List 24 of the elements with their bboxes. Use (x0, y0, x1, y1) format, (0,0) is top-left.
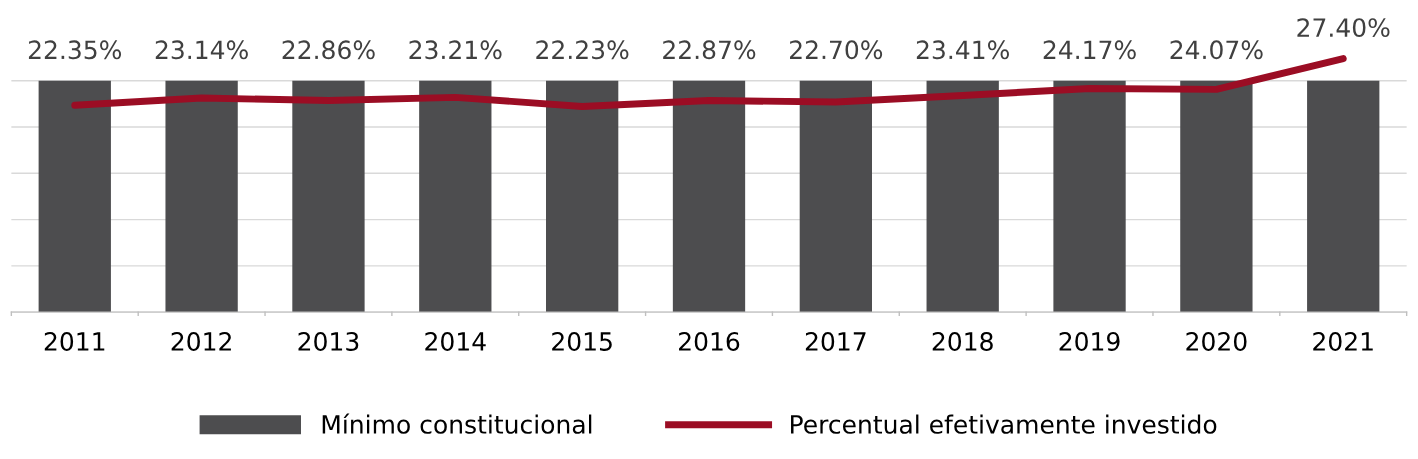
data-label: 22.86% (282, 40, 375, 60)
x-tick-label: 2019 (1059, 332, 1120, 351)
legend-label: Percentual efetivamente investido (791, 414, 1217, 434)
x-tick-label: 2021 (1313, 332, 1373, 351)
x-tick-label: 2018 (932, 332, 993, 351)
x-tick-label: 2014 (425, 332, 486, 351)
data-label: 22.70% (790, 40, 883, 60)
data-label: 22.23% (536, 40, 629, 60)
data-label: 23.41% (916, 40, 1009, 60)
data-label: 22.87% (663, 40, 756, 60)
x-tick-label: 2013 (298, 332, 359, 351)
x-tick-label: 2017 (805, 332, 866, 351)
data-label: 24.17% (1043, 40, 1136, 60)
data-label: 23.21% (409, 40, 502, 60)
legend-label: Mínimo constitucional (322, 413, 592, 434)
x-tick-label: 2015 (552, 332, 612, 351)
x-tick-label: 2012 (171, 332, 231, 351)
data-label: 24.07% (1170, 40, 1263, 60)
x-tick-label: 2011 (44, 332, 105, 351)
data-label: 23.14% (155, 40, 248, 60)
data-label: 27.40% (1297, 18, 1390, 38)
x-tick-label: 2016 (679, 332, 740, 351)
data-label: 22.35% (28, 40, 122, 60)
x-tick-label: 2020 (1186, 332, 1247, 351)
